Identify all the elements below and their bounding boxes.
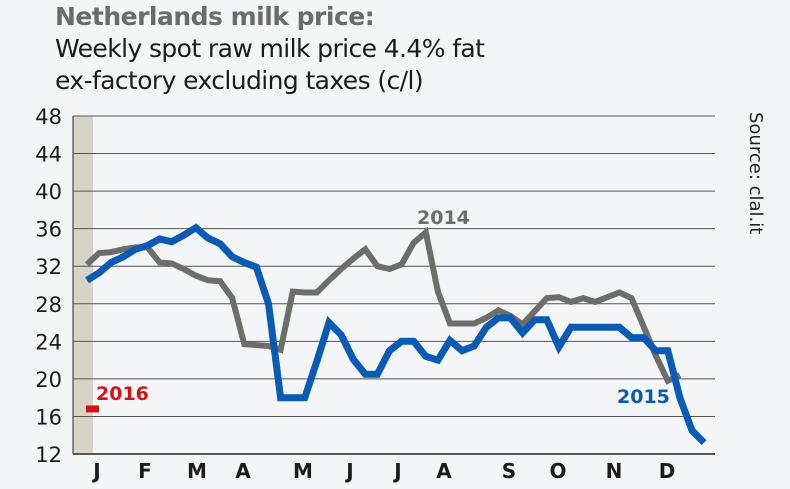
chart-title: Netherlands milk price: [55,2,375,31]
y-tick-label: 24 [35,330,62,354]
january-band [73,116,93,454]
x-tick-label: N [606,459,623,483]
x-tick-label: A [235,459,251,483]
y-tick-label: 16 [35,405,62,429]
x-tick-label: J [392,459,401,483]
x-tick-label: D [659,459,676,483]
series-2016-mark [86,405,99,413]
x-tick-label: A [436,459,452,483]
y-tick-label: 36 [35,218,62,242]
y-tick-label: 44 [35,143,62,167]
x-tick-label: S [502,459,516,483]
subtitle-line-2: ex-factory excluding taxes (c/l) [55,66,424,95]
subtitle-line-1: Weekly spot raw milk price 4.4% fat [55,34,485,63]
series-2015-label: 2015 [617,386,670,408]
source-note: Source: clal.it [745,112,766,235]
y-tick-label: 12 [35,443,62,467]
x-tick-label: J [91,459,100,483]
x-tick-label: M [187,459,207,483]
x-tick-label: J [344,459,353,483]
x-tick-label: M [293,459,313,483]
series-2014-label: 2014 [417,207,470,229]
y-tick-label: 32 [35,255,62,279]
series-2016-label: 2016 [96,383,149,405]
x-tick-label: O [549,459,566,483]
y-tick-label: 48 [35,105,62,129]
series-2014-line [84,226,682,385]
y-tick-label: 28 [35,293,62,317]
chart-subtitle: Weekly spot raw milk price 4.4% fat ex-f… [55,33,485,97]
x-tick-label: F [138,459,152,483]
y-tick-label: 20 [35,368,62,392]
y-tick-label: 40 [35,180,62,204]
series-2015-line [85,223,707,446]
